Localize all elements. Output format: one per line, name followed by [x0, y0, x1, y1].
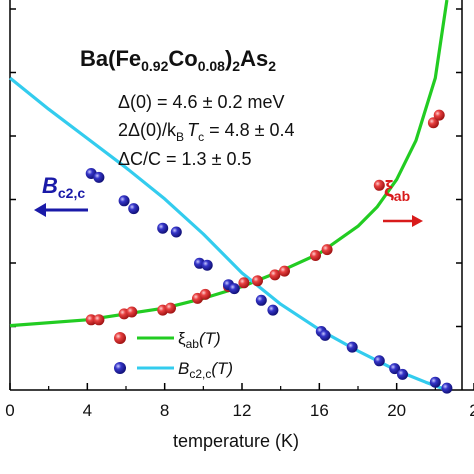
x-tick-label: 2	[469, 401, 474, 420]
Bc2c-data-point	[128, 203, 140, 215]
y-axis-ticks	[10, 8, 462, 328]
legend-b-symbol: B	[178, 359, 189, 378]
x-tick-label: 4	[83, 401, 92, 420]
Bc2c-data-point	[118, 195, 130, 207]
bc2c-arrow-head-icon	[34, 203, 46, 217]
xi_ab-data-point	[93, 314, 105, 326]
formula-part: )	[225, 46, 232, 71]
legend-b-label: Bc2,c(T)	[178, 359, 233, 381]
xi_ab-data-point	[373, 179, 385, 191]
formula-sub: 0.08	[198, 58, 225, 74]
xi_ab-data-point	[427, 117, 439, 129]
legend-xi-sub: ab	[186, 337, 200, 351]
x-tick-label: 12	[233, 401, 252, 420]
xi_ab-data-point	[433, 109, 445, 121]
param-ratio: 2Δ(0)/kB Tc = 4.8 ± 0.4	[118, 120, 295, 144]
param-ratio-value: = 4.8 ± 0.4	[204, 120, 294, 140]
Bc2c-data-point	[201, 259, 213, 271]
x-axis-title: temperature (K)	[173, 431, 299, 451]
Bc2c-data-point	[389, 363, 401, 375]
Bc2c-data-point	[255, 294, 267, 306]
x-axis-ticks: 0 4 8 12 16 20 2	[5, 383, 474, 420]
Bc2c-data-point	[441, 382, 453, 394]
xi_ab-data-point	[85, 314, 97, 326]
formula-sub: 2	[268, 58, 276, 74]
param-heat-value: 1.3 ± 0.5	[182, 149, 252, 169]
legend-xi-symbol: ξ	[178, 329, 186, 348]
xi_ab-data-point	[321, 244, 333, 256]
Bc2c-data-point	[429, 376, 441, 388]
formula-part: Ba(Fe	[80, 46, 141, 71]
param-ratio-mid: T	[187, 120, 200, 140]
xi_ab-data-point	[310, 250, 321, 261]
Bc2c-data-point	[93, 171, 105, 183]
param-ratio-mid-sub: c	[198, 130, 204, 144]
x-tick-label: 0	[5, 401, 14, 420]
formula-part: Co	[168, 46, 197, 71]
param-ratio-lhs: 2Δ(0)/k	[118, 120, 177, 140]
xi_ab-data-point	[269, 269, 281, 281]
legend: ξab(T) Bc2,c(T)	[114, 329, 233, 381]
Bc2c-data-point	[157, 222, 169, 234]
legend-b-marker	[114, 362, 126, 374]
Bc2c-data-point	[267, 304, 279, 316]
param-gap-lhs: Δ(0) =	[118, 92, 173, 112]
Bc2c-data-point	[228, 283, 240, 295]
legend-xi-marker	[114, 332, 126, 344]
compound-formula: Ba(Fe0.92Co0.08)2As2	[80, 46, 276, 74]
Bc2c-data-point	[397, 368, 408, 380]
Bc2c-data-point	[373, 355, 385, 367]
bc2c-arrow-label-base: B	[42, 173, 58, 198]
xi_ab-data-point	[199, 288, 211, 300]
param-gap: Δ(0) = 4.6 ± 0.2 meV	[118, 92, 284, 112]
x-tick-label: 16	[310, 401, 329, 420]
formula-part: As	[240, 46, 268, 71]
xi_ab-data-point	[252, 275, 263, 287]
param-heat-lhs: ΔC/C =	[118, 149, 182, 169]
param-ratio-lhs-sub: B	[176, 130, 184, 144]
param-heat: ΔC/C = 1.3 ± 0.5	[118, 149, 251, 169]
formula-sub: 0.92	[141, 58, 168, 74]
param-gap-value: 4.6 ± 0.2 meV	[173, 92, 285, 112]
formula-sub: 2	[232, 58, 240, 74]
xi_ab-data-point	[165, 302, 176, 314]
xi_ab-data-point	[279, 265, 290, 277]
bc2c-arrow-label-sub: c2,c	[58, 185, 85, 201]
legend-b-sub: c2,c	[189, 367, 211, 381]
x-tick-label: 20	[387, 401, 406, 420]
legend-b-arg: (T)	[211, 359, 233, 378]
xi-arrow-label: ξab	[384, 176, 410, 204]
xi-arrow-head-icon	[412, 215, 423, 227]
xi_ab-data-point	[238, 277, 250, 289]
xi_ab-data-point	[126, 306, 138, 318]
Bc2c-data-point	[170, 226, 182, 238]
bc2c-arrow-label: Bc2,c	[42, 173, 85, 201]
legend-xi-arg: (T)	[199, 329, 221, 348]
x-tick-label: 8	[160, 401, 169, 420]
xi-arrow-label-base: ξ	[384, 176, 394, 201]
data-points	[85, 109, 453, 394]
Bc2c-data-point	[319, 329, 331, 341]
legend-xi-label: ξab(T)	[178, 329, 221, 351]
xi-arrow-label-sub: ab	[394, 188, 410, 204]
Bc2c-data-point	[346, 341, 358, 353]
